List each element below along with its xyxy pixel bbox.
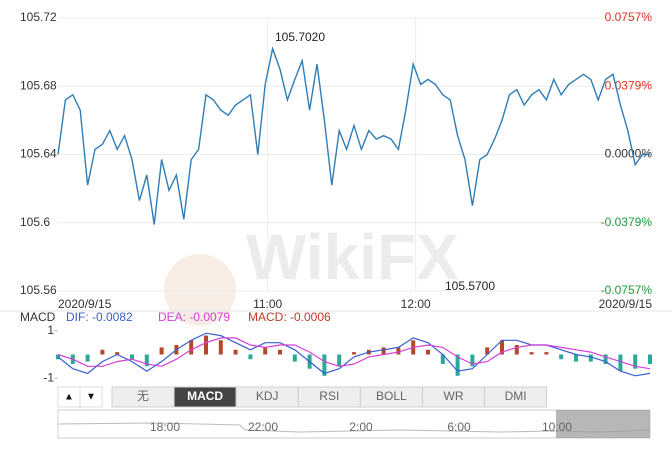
y2-tick-label: 0.0757% [605, 10, 653, 24]
macd-bar [204, 335, 208, 355]
indicator-tab[interactable]: BOLL [359, 386, 423, 408]
y-tick-label: 105.6 [20, 215, 50, 229]
legend-entry: DEA: -0.0079 [158, 310, 230, 324]
macd-bar [263, 347, 268, 355]
tab-box [484, 386, 548, 408]
indicator-tab[interactable]: WR [422, 386, 485, 408]
macd-bar [233, 349, 238, 355]
macd-bar [381, 347, 386, 355]
macd-bar [130, 354, 134, 360]
navigator[interactable] [57, 409, 651, 439]
tab-label: DMI [505, 389, 527, 403]
macd-bar [115, 352, 120, 355]
macd-bar [470, 354, 475, 367]
indicator-tab[interactable]: MACD [173, 386, 237, 408]
tab-label: MACD [187, 389, 223, 403]
macd-bar [322, 354, 327, 376]
price-line [57, 46, 650, 225]
navigator-label: 22:00 [248, 420, 278, 434]
y-tick-label: 105.56 [20, 283, 57, 297]
macd-bar [396, 347, 401, 355]
macd-bar [588, 354, 593, 362]
macd-bar [574, 354, 578, 362]
x-tick-label: 12:00 [401, 297, 431, 311]
indicator-tab[interactable]: 无 [111, 386, 175, 408]
x-tick-label: 2020/9/15 [58, 297, 112, 311]
macd-bar [633, 354, 638, 369]
navigator-label: 10:00 [542, 420, 572, 434]
annotation: 105.5700 [445, 279, 495, 293]
tab-label: WR [444, 389, 464, 403]
x-tick-label: 11:00 [253, 297, 282, 311]
indicator-tab[interactable]: DMI [484, 386, 548, 408]
navigator-selection[interactable] [556, 410, 650, 438]
tab-label: KDJ [256, 389, 279, 403]
indicator-line [57, 332, 651, 377]
tab-label: 无 [137, 389, 149, 403]
navigator-line [57, 422, 651, 433]
indicator-tab[interactable]: RSI [297, 386, 361, 408]
arrow-button[interactable]: ▼ [79, 386, 103, 408]
macd-bar [648, 354, 652, 364]
button-label: ▲ [64, 392, 74, 403]
legend-entry: MACD: -0.0006 [248, 310, 331, 324]
macd-bar [278, 349, 282, 355]
macd-bar [292, 354, 297, 362]
macd-bar [514, 345, 519, 355]
tab-label: RSI [319, 389, 339, 403]
watermark-text: WikiFX [246, 221, 459, 293]
macd-bar [426, 349, 430, 355]
macd-bar [159, 347, 164, 355]
macd-bar [218, 340, 223, 355]
tab-label: BOLL [376, 389, 407, 403]
macd-bar [559, 354, 564, 360]
macd-bar [485, 347, 490, 355]
y2-tick-label: -0.0757% [601, 283, 653, 297]
macd-bar [500, 340, 504, 355]
legend-entry: DIF: -0.0082 [66, 310, 133, 324]
annotation: 105.7020 [275, 30, 325, 44]
macd-bar [144, 354, 149, 367]
macd-bar [189, 340, 194, 355]
indicator-line [57, 337, 651, 370]
button-box [79, 386, 103, 408]
macd-bar [544, 352, 549, 355]
x-tick-label: 2020/9/15 [599, 297, 653, 311]
macd-bar [85, 354, 90, 362]
navigator-label: 18:00 [150, 420, 180, 434]
y-tick-label: 105.64 [20, 147, 57, 161]
macd-bar [455, 354, 460, 376]
y2-tick-label: 0.0379% [605, 78, 653, 92]
macd-bar [352, 352, 356, 355]
macd-bar [100, 349, 105, 355]
macd-bar [248, 354, 253, 360]
macd-bar [56, 354, 60, 360]
macd-bar [337, 354, 342, 367]
y-tick-label: 1 [47, 323, 54, 337]
navigator-label: 6:00 [447, 420, 471, 434]
macd-bar [440, 354, 445, 364]
arrow-button[interactable]: ▲ [57, 386, 81, 408]
macd-bar [618, 354, 623, 372]
navigator-label: 2:00 [349, 420, 373, 434]
macd-bar [603, 354, 608, 364]
indicator-tab[interactable]: KDJ [235, 386, 299, 408]
y-tick-label: 105.68 [20, 78, 57, 92]
y2-tick-label: -0.0379% [601, 215, 653, 229]
watermark-logo [164, 254, 236, 326]
panel-title: MACD [20, 310, 56, 324]
button-label: ▼ [86, 392, 96, 403]
watermark: WikiFX [164, 221, 459, 326]
y2-tick-label: 0.0000% [605, 147, 653, 161]
y-tick-label: -1 [43, 370, 54, 384]
macd-bar [529, 352, 534, 355]
y-tick-label: 105.72 [20, 10, 57, 24]
